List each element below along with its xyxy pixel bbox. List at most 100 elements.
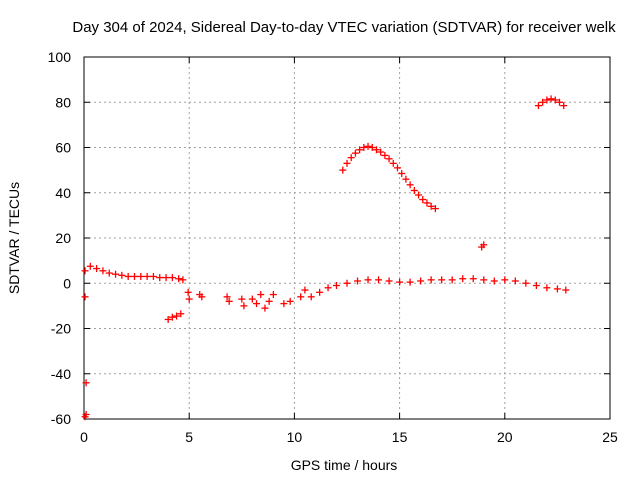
x-tick-label: 10 (287, 429, 303, 445)
data-point (410, 186, 418, 194)
data-point (511, 277, 519, 285)
plot-frame (83, 56, 611, 420)
data-series (478, 241, 488, 251)
y-tick-label: 20 (55, 230, 71, 246)
x-axis-label: GPS time / hours (291, 457, 398, 473)
data-point (261, 304, 269, 312)
data-point (105, 269, 113, 277)
data-point (99, 267, 107, 275)
y-tick-label: 100 (48, 49, 72, 65)
data-point (286, 297, 294, 305)
x-tick-label: 15 (392, 429, 408, 445)
data-point (198, 293, 206, 301)
data-point (347, 154, 355, 162)
data-point (356, 146, 364, 154)
y-tick-label: 0 (63, 275, 71, 291)
data-point (364, 276, 372, 284)
data-point (301, 286, 309, 294)
y-tick-label: -40 (51, 366, 71, 382)
data-point (185, 295, 193, 303)
y-tick-label: -20 (51, 321, 71, 337)
data-point (448, 276, 456, 284)
data-point (297, 293, 305, 301)
chart-title: Day 304 of 2024, Sidereal Day-to-day VTE… (72, 19, 616, 36)
data-point (118, 271, 126, 279)
data-point (179, 276, 187, 284)
data-point (396, 278, 404, 286)
data-point (431, 205, 439, 213)
data-point (539, 98, 547, 106)
data-point (393, 164, 401, 172)
data-point (423, 199, 431, 207)
data-point (419, 196, 427, 204)
data-point (480, 241, 488, 249)
data-series (81, 262, 187, 284)
data-point (560, 102, 568, 110)
data-point (82, 379, 90, 387)
data-point (501, 276, 509, 284)
data-point (124, 272, 132, 280)
data-series (307, 275, 570, 301)
data-point (223, 293, 231, 301)
data-point (534, 102, 542, 110)
data-points (81, 95, 570, 421)
data-point (257, 291, 265, 299)
data-point (238, 295, 246, 303)
data-series (164, 310, 185, 323)
data-point (480, 276, 488, 284)
y-tick-label: -60 (51, 411, 71, 427)
data-point (438, 276, 446, 284)
data-point (265, 297, 273, 305)
data-point (240, 302, 248, 310)
data-point (385, 277, 393, 285)
data-point (168, 274, 176, 282)
data-point (130, 272, 138, 280)
data-point (351, 149, 359, 157)
data-point (112, 270, 120, 278)
data-point (225, 297, 233, 305)
data-point (343, 279, 351, 287)
x-tick-label: 20 (497, 429, 513, 445)
y-tick-label: 80 (55, 94, 71, 110)
data-point (164, 315, 172, 323)
data-point (427, 202, 435, 210)
data-point (343, 159, 351, 167)
data-point (177, 310, 185, 318)
data-point (280, 300, 288, 308)
data-point (168, 313, 176, 321)
x-tick-label: 0 (80, 429, 88, 445)
data-point (149, 272, 157, 280)
data-point (381, 151, 389, 159)
data-point (543, 284, 551, 292)
y-tick-label: 60 (55, 140, 71, 156)
data-point (427, 276, 435, 284)
data-point (173, 312, 181, 320)
data-series (339, 142, 439, 213)
data-point (377, 148, 385, 156)
data-point (143, 272, 151, 280)
data-point (469, 275, 477, 283)
data-point (162, 274, 170, 282)
data-point (398, 170, 406, 178)
data-point (137, 272, 145, 280)
data-point (556, 98, 564, 106)
data-point (184, 288, 192, 296)
data-point (156, 274, 164, 282)
data-point (81, 293, 89, 301)
data-point (253, 300, 261, 308)
y-tick-label: 40 (55, 185, 71, 201)
data-series (534, 95, 568, 110)
data-point (339, 166, 347, 174)
data-point (364, 142, 372, 150)
data-point (307, 293, 315, 301)
data-point (389, 159, 397, 167)
data-point (316, 288, 324, 296)
data-series (81, 286, 309, 421)
data-point (406, 181, 414, 189)
data-point (324, 284, 332, 292)
data-point (354, 277, 362, 285)
data-point (543, 96, 551, 104)
data-point (547, 95, 555, 103)
data-point (360, 144, 368, 151)
data-point (82, 410, 90, 418)
